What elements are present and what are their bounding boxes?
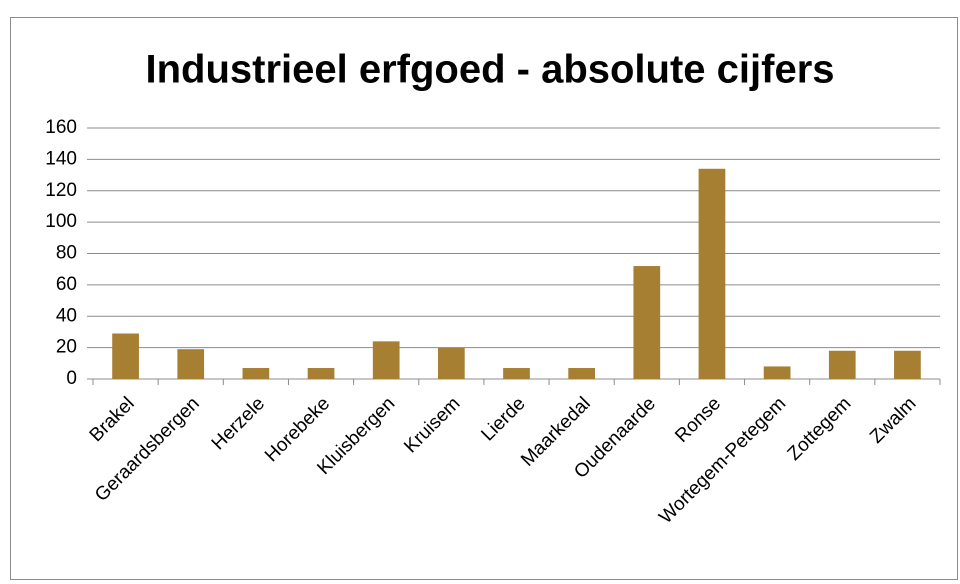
bar bbox=[177, 349, 205, 379]
bar bbox=[828, 350, 856, 379]
bar bbox=[633, 266, 661, 379]
bar bbox=[437, 347, 465, 379]
chart-title: Industrieel erfgoed - absolute cijfers bbox=[145, 48, 834, 92]
chart-frame bbox=[10, 17, 958, 580]
bar bbox=[763, 366, 791, 379]
y-tick-label: 160 bbox=[45, 117, 77, 138]
bar bbox=[242, 368, 270, 379]
y-tick-label: 100 bbox=[45, 211, 77, 232]
y-tick-label: 120 bbox=[45, 180, 77, 201]
bar bbox=[698, 168, 726, 379]
bar bbox=[372, 341, 400, 379]
y-tick-label: 140 bbox=[45, 148, 77, 169]
y-tick-label: 0 bbox=[66, 368, 77, 389]
y-tick-label: 60 bbox=[56, 274, 77, 295]
y-tick-label: 40 bbox=[56, 305, 77, 326]
bar bbox=[894, 350, 921, 379]
bar bbox=[112, 333, 139, 379]
y-tick-label: 80 bbox=[56, 243, 77, 264]
bar bbox=[307, 368, 335, 379]
bar bbox=[503, 368, 530, 379]
y-tick-label: 20 bbox=[56, 337, 77, 358]
bar bbox=[568, 368, 596, 379]
